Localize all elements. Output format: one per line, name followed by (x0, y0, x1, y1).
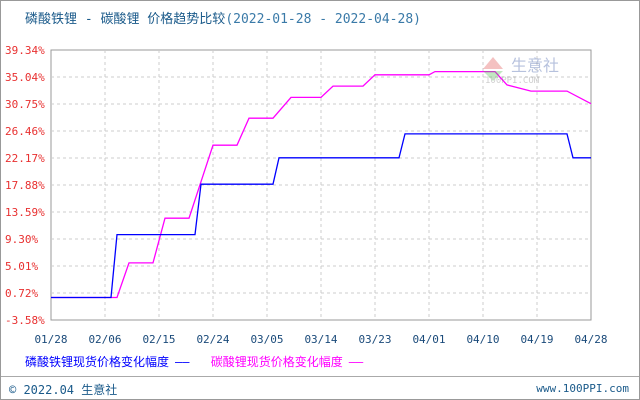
x-tick-label: 02/24 (196, 333, 229, 346)
title-text: 磷酸铁锂 - 碳酸锂 价格趋势比较 (25, 12, 226, 27)
series-line-1 (51, 133, 591, 299)
x-tick-label: 02/15 (142, 333, 175, 346)
footer-divider (1, 376, 639, 377)
x-tick-label: 02/06 (88, 333, 121, 346)
site-link[interactable]: www.100PPI.com (536, 382, 629, 395)
y-tick-label: 35.04% (5, 71, 45, 84)
legend: 磷酸铁锂现货价格变化幅度 —— 碳酸锂现货价格变化幅度 —— (25, 353, 369, 370)
y-tick-label: 0.72% (5, 287, 38, 300)
x-tick-label: 03/23 (358, 333, 391, 346)
y-tick-label: 26.46% (5, 125, 45, 138)
watermark-logo: 生意社 100PPI.COM (481, 55, 581, 89)
legend-line-1: —— (175, 355, 190, 369)
x-tick-label: 04/28 (574, 333, 607, 346)
copyright: © 2022.04 生意社 (9, 383, 118, 397)
legend-line-2: —— (348, 355, 364, 369)
chart-title: 磷酸铁锂 - 碳酸锂 价格趋势比较(2022-01-28 - 2022-04-2… (25, 8, 421, 27)
y-tick-label: -3.58% (5, 314, 45, 327)
date-range: (2022-01-28 - 2022-04-28) (225, 12, 421, 27)
x-tick-label: 01/28 (34, 333, 67, 346)
series-line-2 (51, 70, 592, 299)
x-tick-label: 04/01 (412, 333, 445, 346)
y-tick-label: 22.17% (5, 152, 45, 165)
x-tick-label: 04/10 (466, 333, 499, 346)
legend-series-2: 碳酸锂现货价格变化幅度 (210, 355, 343, 369)
x-tick-label: 04/19 (520, 333, 553, 346)
y-tick-label: 13.59% (5, 206, 45, 219)
y-tick-label: 39.34% (5, 44, 45, 57)
x-tick-label: 03/05 (250, 333, 283, 346)
legend-series-1: 磷酸铁锂现货价格变化幅度 (25, 355, 170, 369)
y-tick-label: 30.75% (5, 98, 45, 111)
y-tick-label: 9.30% (5, 233, 38, 246)
y-tick-label: 17.88% (5, 179, 45, 192)
svg-text:生意社: 生意社 (511, 56, 559, 75)
y-tick-label: 5.01% (5, 260, 38, 273)
x-tick-label: 03/14 (304, 333, 337, 346)
svg-text:100PPI.COM: 100PPI.COM (485, 76, 540, 85)
